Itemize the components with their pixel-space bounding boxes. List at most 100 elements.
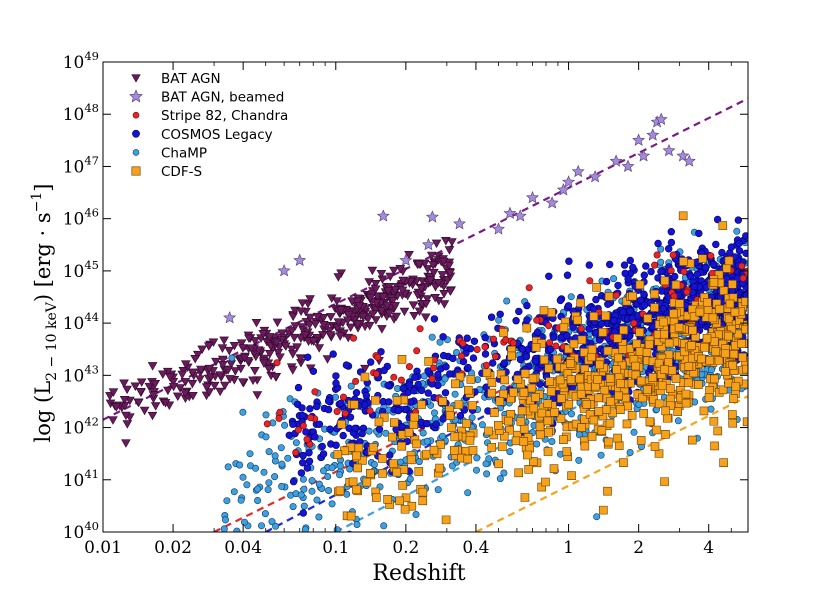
bat-agn-point	[219, 336, 229, 346]
bat-agn-point	[190, 355, 200, 364]
bat-agn-point	[431, 239, 442, 249]
bat-agn-point	[426, 251, 437, 261]
cosmos-legacy-point	[332, 441, 340, 449]
cdf-s-point	[482, 368, 492, 378]
stripe-82-chandra-point	[489, 335, 497, 343]
bat-agn-point	[288, 350, 298, 359]
cdf-s-point	[679, 257, 688, 266]
bat-agn-point	[318, 314, 329, 323]
champ-point	[264, 486, 272, 494]
cdf-s-point	[608, 408, 617, 418]
champ-point	[262, 411, 270, 419]
bat-agn-point	[230, 367, 241, 376]
cdf-s-point	[346, 511, 356, 521]
cdf-s-point	[614, 391, 623, 401]
cdf-s-point	[490, 408, 499, 417]
cosmos-legacy-point	[432, 420, 440, 428]
stripe-82-chandra-point	[273, 359, 281, 367]
cdf-s-point	[589, 311, 599, 321]
bat-agn-point	[445, 269, 455, 278]
bat-agn-point	[322, 355, 333, 364]
y-tick-label: 1048	[63, 101, 99, 125]
cdf-s-point	[523, 450, 532, 460]
champ-point	[436, 338, 444, 346]
champ-point	[262, 433, 270, 441]
cdf-s-point	[418, 487, 428, 497]
stripe-82-chandra-point	[491, 352, 499, 360]
cosmos-legacy-point	[439, 351, 448, 360]
cdf-s-point	[709, 278, 719, 287]
cdf-s-point	[724, 331, 733, 341]
cdf-s-point	[687, 341, 696, 351]
cdf-s-point	[507, 351, 516, 361]
cdf-s-point	[642, 348, 652, 357]
cdf-s-point	[698, 254, 707, 263]
cdf-s-point	[687, 353, 697, 363]
bat-agn-point	[271, 338, 282, 348]
cdf-s-point	[729, 350, 739, 359]
bat-agn-point	[168, 382, 179, 392]
bat-agn-point	[360, 364, 370, 374]
cdf-s-point	[724, 256, 734, 266]
champ-point	[272, 522, 280, 530]
y-axis-label-symbol: L	[31, 381, 55, 395]
cdf-s-point	[575, 374, 585, 384]
cosmos-legacy-point	[367, 358, 375, 366]
cdf-s-point	[678, 211, 688, 221]
cdf-s-point	[687, 435, 697, 445]
cdf-s-point	[445, 411, 455, 420]
cdf-s-point	[714, 356, 724, 365]
bat-agn-point	[333, 273, 344, 282]
champ-point	[483, 470, 491, 478]
stripe-82-chandra-point	[707, 252, 715, 260]
cdf-s-point	[675, 299, 684, 308]
stripe-82-chandra-point	[669, 251, 677, 259]
cdf-s-point	[392, 396, 402, 406]
cdf-s-point	[616, 405, 625, 415]
bat-agn-point	[258, 330, 269, 339]
cosmos-legacy-point	[592, 295, 600, 304]
bat-agn-point	[148, 391, 159, 400]
bat-agn-point	[422, 295, 433, 304]
champ-point	[336, 471, 344, 479]
bat-agn-point	[310, 320, 321, 329]
cosmos-legacy-point	[549, 333, 558, 341]
cosmos-legacy-point	[605, 260, 614, 269]
cdf-s-point	[525, 443, 534, 453]
cosmos-legacy-point	[512, 317, 520, 325]
cdf-s-point	[688, 326, 698, 335]
stripe-82-chandra-point	[552, 342, 560, 350]
champ-point	[308, 487, 316, 495]
cosmos-legacy-point	[303, 464, 312, 472]
cdf-s-point	[601, 405, 611, 414]
champ-point	[281, 421, 289, 429]
cdf-s-point	[619, 325, 628, 335]
cdf-s-point	[543, 399, 553, 408]
bat-agn-point	[414, 260, 424, 270]
champ-point	[575, 456, 583, 464]
cosmos-legacy-point	[449, 354, 457, 363]
cosmos-legacy-point	[496, 310, 504, 318]
cosmos-legacy-point	[386, 451, 394, 459]
cdf-s-point	[550, 407, 559, 417]
cdf-s-point	[337, 420, 346, 429]
cosmos-legacy-point	[315, 420, 324, 428]
cdf-s-point	[556, 394, 566, 403]
cosmos-legacy-point	[306, 405, 314, 413]
bat-agn-point	[439, 300, 450, 309]
bat-agn-point	[414, 307, 425, 317]
cdf-s-point	[544, 364, 554, 373]
cdf-s-point	[613, 433, 622, 443]
bat-agn-point	[273, 348, 284, 358]
stripe-82-chandra-point	[533, 316, 541, 324]
cdf-s-point	[705, 386, 714, 395]
champ-point	[286, 395, 294, 403]
cdf-s-point	[360, 372, 370, 382]
bat-agn-point	[377, 325, 387, 334]
cosmos-legacy-point	[624, 275, 632, 283]
cosmos-legacy-point	[324, 397, 333, 405]
bat-agn-point	[429, 268, 439, 278]
cdf-s-point	[661, 406, 670, 416]
cdf-s-point	[447, 423, 456, 432]
fit-line-cdf-s	[475, 395, 748, 532]
